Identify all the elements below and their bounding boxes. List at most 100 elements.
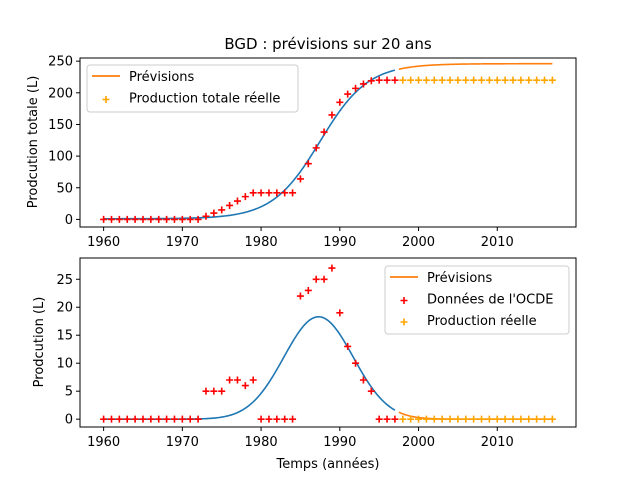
bottom-point-3-7 — [454, 415, 462, 423]
bottom-point-2-26 — [304, 286, 312, 294]
top-y-tick-label-50: 50 — [56, 181, 73, 196]
top-point-3-8 — [462, 76, 470, 84]
top-point-2-18 — [241, 193, 249, 201]
bottom-legend-label-production-reelle: Production réelle — [427, 314, 537, 329]
top-point-3-10 — [478, 76, 486, 84]
top-x-tick-label-2010: 2010 — [481, 235, 514, 250]
top-scatter-series-3 — [399, 76, 556, 84]
top-point-3-2 — [415, 76, 423, 84]
top-point-2-30 — [336, 98, 344, 106]
top-x-tick-label-1960: 1960 — [87, 235, 120, 250]
top-y-axis-label: Prodcution totale (L) — [26, 76, 41, 209]
top-point-2-19 — [249, 189, 257, 197]
top-point-3-17 — [533, 76, 541, 84]
top-point-2-15 — [218, 206, 226, 214]
bottom-y-tick-label-10: 10 — [56, 357, 73, 372]
top-point-2-7 — [155, 215, 163, 223]
chart-title: BGD : prévisions sur 20 ans — [224, 35, 431, 53]
top-point-3-15 — [517, 76, 525, 84]
bottom-point-2-19 — [249, 376, 257, 384]
bottom-legend-label-donnees-de-l-ocde: Données de l'OCDE — [427, 293, 553, 308]
bottom-point-3-19 — [548, 415, 556, 423]
top-y-tick-label-0: 0 — [65, 213, 73, 228]
bottom-point-2-3 — [123, 415, 131, 423]
top-plot-area — [100, 62, 556, 223]
bottom-legend: Prévisions Données de l'OCDE Production ré… — [384, 265, 570, 335]
top-point-3-6 — [446, 76, 454, 84]
top-point-2-35 — [375, 76, 383, 84]
top-point-2-5 — [139, 215, 147, 223]
top-x-tick-label-2000: 2000 — [402, 235, 435, 250]
top-point-2-31 — [344, 90, 352, 98]
bottom-point-2-7 — [155, 415, 163, 423]
bottom-point-2-34 — [367, 387, 375, 395]
bottom-x-tick-label-1980: 1980 — [245, 435, 278, 450]
bottom-y-tick-label-0: 0 — [65, 413, 73, 428]
bottom-point-2-22 — [273, 415, 281, 423]
bottom-x-tick-label-1990: 1990 — [323, 435, 356, 450]
top-legend-box — [86, 64, 299, 113]
top-point-2-16 — [226, 201, 234, 209]
bottom-point-3-9 — [470, 415, 478, 423]
top-point-2-25 — [296, 175, 304, 183]
bottom-point-2-36 — [383, 415, 391, 423]
bottom-legend-marker-production-reelle — [400, 318, 408, 326]
top-x-tick-label-1990: 1990 — [323, 235, 356, 250]
bottom-point-3-6 — [446, 415, 454, 423]
top-point-3-12 — [493, 76, 501, 84]
top-point-2-12 — [194, 215, 202, 223]
top-point-2-36 — [383, 76, 391, 84]
top-point-2-9 — [170, 215, 178, 223]
top-point-3-5 — [438, 76, 446, 84]
top-y-tick-label-100: 100 — [48, 150, 73, 165]
bottom-x-tick-label-2000: 2000 — [402, 435, 435, 450]
bottom-point-3-3 — [422, 415, 430, 423]
top-point-2-32 — [352, 84, 360, 92]
top-point-2-37 — [391, 76, 399, 84]
top-y-tick-label-200: 200 — [48, 86, 73, 101]
top-legend: Prévisions Production totale réelle — [86, 64, 299, 113]
bottom-point-2-5 — [139, 415, 147, 423]
bottom-point-3-2 — [415, 415, 423, 423]
bottom-point-2-20 — [257, 415, 265, 423]
top-y-ticks: 0 50 100 150 200 250 — [48, 55, 80, 228]
top-point-3-9 — [470, 76, 478, 84]
bottom-point-2-10 — [178, 415, 186, 423]
bottom-point-3-11 — [485, 415, 493, 423]
bottom-point-2-12 — [194, 415, 202, 423]
top-point-2-2 — [115, 215, 123, 223]
top-point-3-13 — [501, 76, 509, 84]
bottom-point-2-9 — [170, 415, 178, 423]
top-curve-1 — [398, 62, 553, 70]
bottom-y-axis-label: Prodcution (L) — [32, 297, 47, 388]
bottom-point-3-4 — [430, 415, 438, 423]
bottom-point-2-37 — [391, 415, 399, 423]
bottom-scatter-series-2 — [100, 264, 399, 423]
top-point-2-34 — [367, 77, 375, 85]
bottom-point-2-30 — [336, 309, 344, 317]
bottom-x-tick-label-1970: 1970 — [166, 435, 199, 450]
bottom-point-2-35 — [375, 415, 383, 423]
bottom-point-2-21 — [265, 415, 273, 423]
top-point-2-8 — [163, 215, 171, 223]
bottom-x-tick-label-1960: 1960 — [87, 435, 120, 450]
top-axes-frame — [79, 57, 577, 228]
top-point-2-6 — [147, 215, 155, 223]
bottom-point-2-24 — [289, 415, 297, 423]
top-point-2-4 — [131, 215, 139, 223]
bottom-point-3-16 — [525, 415, 533, 423]
bottom-point-2-17 — [233, 376, 241, 384]
top-point-2-13 — [202, 212, 210, 220]
bottom-point-3-12 — [493, 415, 501, 423]
top-point-3-11 — [485, 76, 493, 84]
bottom-point-3-10 — [478, 415, 486, 423]
top-point-3-16 — [525, 76, 533, 84]
bottom-y-tick-label-25: 25 — [56, 273, 73, 288]
bottom-x-tick-label-2010: 2010 — [481, 435, 514, 450]
top-x-tick-label-1970: 1970 — [166, 235, 199, 250]
bottom-point-3-0 — [399, 415, 407, 423]
top-point-2-22 — [273, 189, 281, 197]
bottom-point-3-1 — [407, 415, 415, 423]
bottom-scatter-series-3 — [399, 415, 556, 423]
bottom-legend-box — [384, 265, 570, 335]
